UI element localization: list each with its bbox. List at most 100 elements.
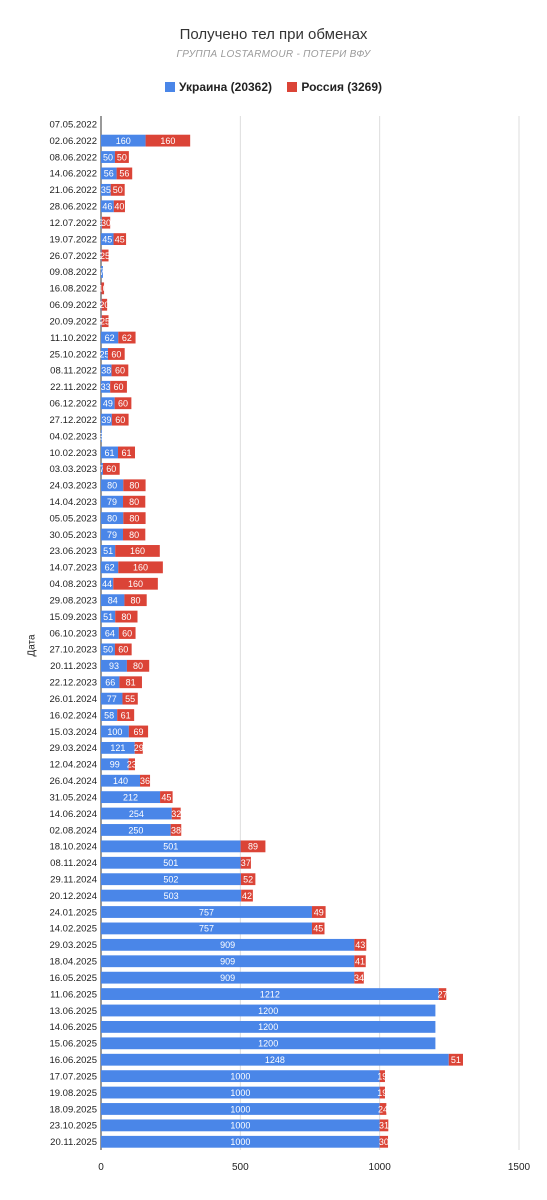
y-tick-label: 02.06.2022 bbox=[49, 136, 97, 147]
data-label-russia: 60 bbox=[118, 399, 128, 409]
data-label-russia: 160 bbox=[133, 563, 148, 573]
bar-russia bbox=[123, 495, 146, 508]
bar-ukraine bbox=[101, 971, 355, 984]
bar-russia bbox=[379, 1135, 389, 1148]
data-label-ukraine: 501 bbox=[163, 842, 178, 852]
bar-ukraine bbox=[101, 577, 114, 590]
bar-ukraine bbox=[101, 430, 102, 442]
bar-russia bbox=[107, 348, 125, 360]
data-label-ukraine: 501 bbox=[163, 858, 178, 868]
bar-ukraine bbox=[101, 643, 115, 656]
data-label-russia: 80 bbox=[131, 595, 141, 605]
bar-russia bbox=[448, 1053, 463, 1066]
bar-russia bbox=[123, 479, 146, 492]
bar-russia bbox=[240, 873, 256, 886]
data-label-russia: 31 bbox=[379, 1121, 389, 1131]
bar-ukraine bbox=[101, 479, 124, 492]
bar-ukraine bbox=[101, 397, 115, 410]
bar-russia bbox=[170, 824, 182, 836]
bar-ukraine bbox=[101, 594, 125, 607]
bar-russia bbox=[379, 1070, 385, 1083]
bar-ukraine bbox=[101, 134, 146, 147]
data-label-russia: 60 bbox=[106, 464, 116, 474]
bar-ukraine bbox=[101, 774, 141, 787]
y-tick-label: 27.10.2023 bbox=[49, 645, 97, 656]
data-label-russia: 30 bbox=[379, 1137, 389, 1147]
data-label-russia: 38 bbox=[171, 825, 181, 835]
bar-russia bbox=[101, 298, 108, 311]
y-tick-label: 31.05.2024 bbox=[49, 792, 97, 803]
data-label-russia: 60 bbox=[115, 415, 125, 425]
bar-ukraine bbox=[101, 1004, 436, 1017]
y-tick-label: 12.07.2022 bbox=[49, 218, 97, 229]
data-label-ukraine: 1000 bbox=[230, 1088, 250, 1098]
bar-russia bbox=[116, 167, 133, 180]
legend: Украина (20362) Россия (3269) bbox=[0, 80, 547, 94]
bar-russia bbox=[311, 906, 326, 918]
bar-russia bbox=[354, 971, 364, 984]
y-tick-label: 11.10.2022 bbox=[50, 333, 97, 344]
bar-ukraine bbox=[101, 988, 439, 1000]
bar-ukraine bbox=[101, 200, 114, 213]
data-label-ukraine: 909 bbox=[220, 940, 235, 950]
bar-russia bbox=[379, 1086, 385, 1099]
data-label-ukraine: 51 bbox=[103, 546, 113, 556]
data-label-russia: 40 bbox=[114, 202, 124, 212]
bar-russia bbox=[101, 282, 105, 295]
bar-russia bbox=[379, 1119, 389, 1132]
y-tick-label: 06.09.2022 bbox=[49, 300, 97, 311]
y-tick-label: 15.06.2025 bbox=[49, 1039, 97, 1050]
data-label-ukraine: 1248 bbox=[265, 1055, 285, 1065]
bar-russia bbox=[128, 725, 149, 738]
y-tick-label: 15.03.2024 bbox=[49, 727, 97, 738]
y-tick-label: 10.02.2023 bbox=[49, 448, 97, 459]
y-tick-label: 06.12.2022 bbox=[49, 399, 97, 410]
data-label-ukraine: 79 bbox=[107, 530, 117, 540]
bar-russia bbox=[101, 315, 109, 328]
data-label-russia: 60 bbox=[111, 349, 121, 359]
y-tick-label: 28.06.2022 bbox=[49, 202, 97, 213]
data-label-russia: 23 bbox=[127, 760, 137, 770]
data-label-russia: 81 bbox=[126, 678, 136, 688]
bar-russia bbox=[114, 643, 132, 656]
y-tick-label: 12.04.2024 bbox=[49, 760, 97, 771]
bar-ukraine bbox=[101, 627, 119, 639]
y-tick-label: 16.06.2025 bbox=[49, 1055, 97, 1066]
y-tick-label: 18.09.2025 bbox=[49, 1104, 97, 1115]
bar-russia bbox=[311, 922, 325, 935]
data-label-ukraine: 66 bbox=[105, 678, 115, 688]
data-label-ukraine: 121 bbox=[110, 743, 125, 753]
y-tick-label: 26.07.2022 bbox=[49, 251, 97, 262]
y-tick-label: 15.09.2023 bbox=[49, 612, 97, 623]
bar-russia bbox=[171, 807, 181, 820]
bar-russia bbox=[113, 577, 158, 590]
bar-ukraine bbox=[101, 1135, 380, 1148]
bar-ukraine bbox=[101, 151, 115, 163]
data-label-ukraine: 212 bbox=[123, 792, 138, 802]
data-label-russia: 60 bbox=[115, 366, 125, 376]
data-label-ukraine: 254 bbox=[129, 809, 144, 819]
bar-russia bbox=[354, 938, 367, 951]
y-tick-label: 20.12.2024 bbox=[49, 891, 97, 902]
data-label-russia: 27 bbox=[437, 989, 447, 999]
y-tick-label: 27.12.2022 bbox=[49, 415, 97, 426]
bar-ukraine bbox=[101, 298, 102, 311]
y-tick-label: 08.11.2024 bbox=[50, 858, 97, 869]
bar-ukraine bbox=[101, 922, 312, 935]
y-tick-label: 09.08.2022 bbox=[49, 267, 97, 278]
legend-swatch-ukraine bbox=[165, 82, 175, 92]
y-tick-label: 25.10.2022 bbox=[49, 349, 97, 360]
data-label-russia: 60 bbox=[118, 645, 128, 655]
data-label-russia: 29 bbox=[134, 743, 144, 753]
data-label-russia: 69 bbox=[133, 727, 143, 737]
data-label-russia: 20 bbox=[99, 300, 109, 310]
bar-ukraine bbox=[101, 364, 112, 377]
data-label-ukraine: 33 bbox=[101, 382, 111, 392]
bar-russia bbox=[145, 134, 191, 147]
bar-russia bbox=[122, 692, 138, 705]
bar-ukraine bbox=[101, 495, 124, 508]
y-tick-label: 08.06.2022 bbox=[49, 152, 97, 163]
data-label-ukraine: 64 bbox=[105, 628, 115, 638]
y-tick-label: 19.07.2022 bbox=[49, 234, 97, 245]
data-label-ukraine: 7 bbox=[99, 267, 104, 277]
